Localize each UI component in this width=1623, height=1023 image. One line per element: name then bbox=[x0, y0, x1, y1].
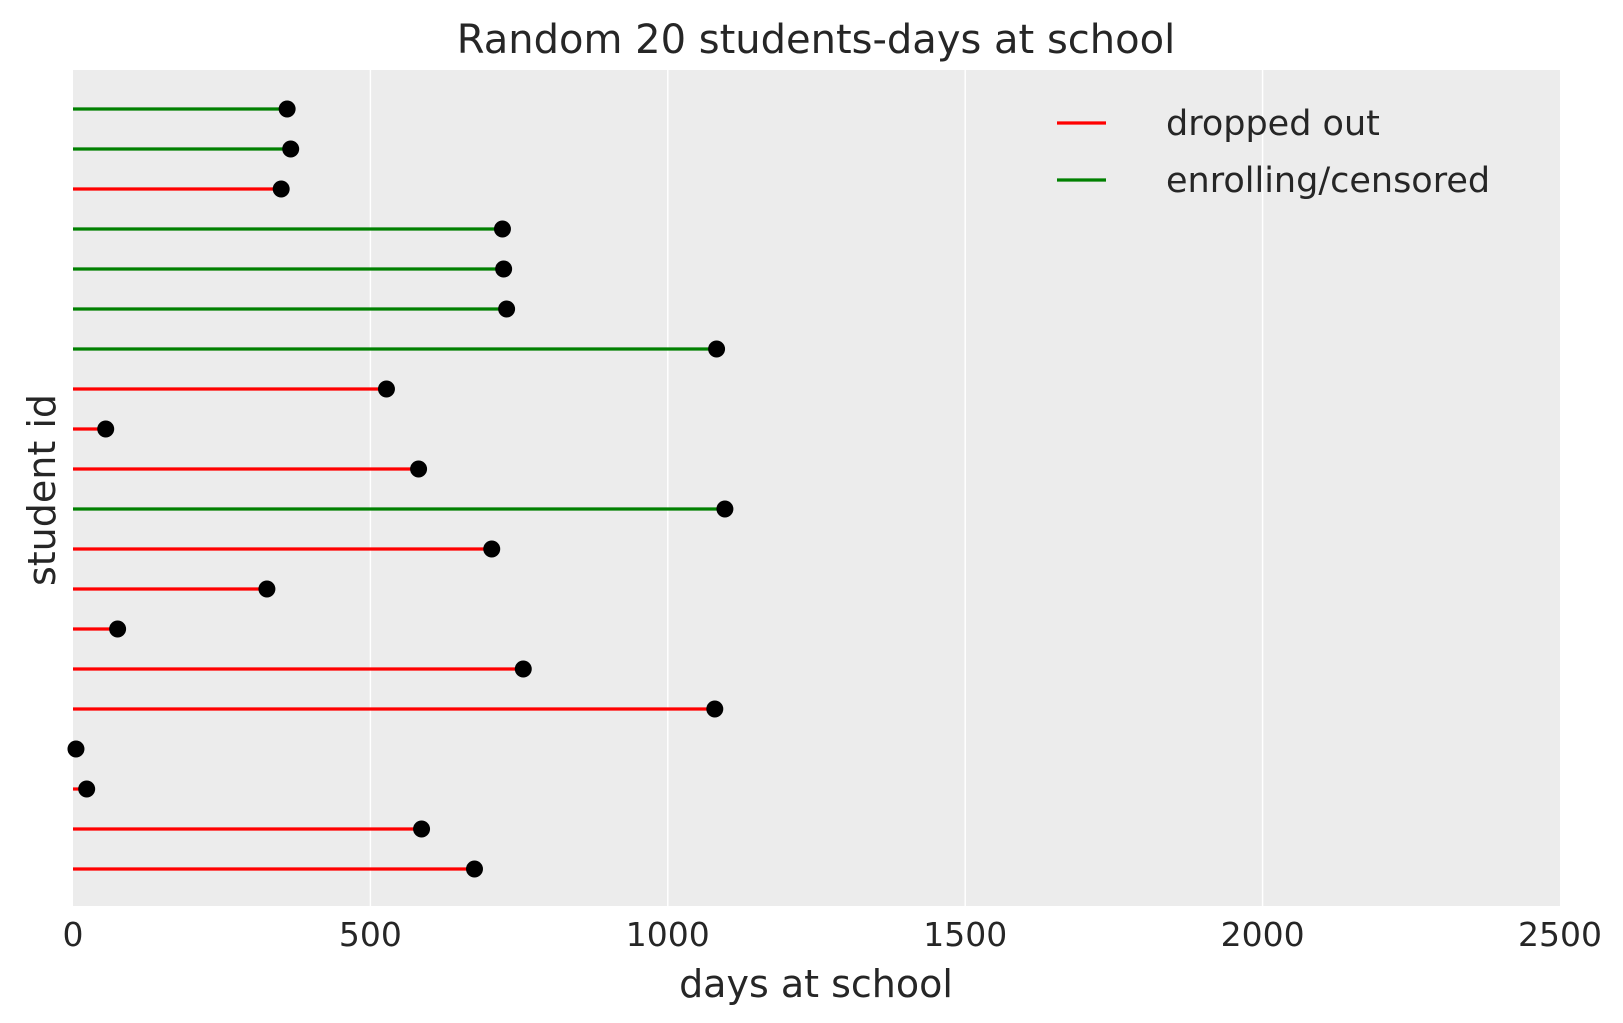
stems bbox=[73, 107, 725, 871]
student-marker bbox=[78, 780, 96, 798]
student-marker bbox=[278, 100, 296, 118]
x-tick-labels: 0 500 1000 1500 2000 2500 bbox=[63, 915, 1602, 954]
grid bbox=[369, 70, 1264, 906]
student-marker bbox=[493, 220, 511, 238]
x-tick-label: 2500 bbox=[1518, 915, 1602, 954]
student-marker bbox=[483, 540, 501, 558]
chart-title: Random 20 students-days at school bbox=[457, 17, 1175, 63]
plot-area bbox=[73, 70, 1560, 906]
student-marker bbox=[495, 260, 513, 278]
x-tick-label: 1500 bbox=[923, 915, 1007, 954]
markers bbox=[67, 100, 734, 878]
x-tick-label: 0 bbox=[63, 915, 84, 954]
student-marker bbox=[67, 740, 85, 758]
x-tick-label: 500 bbox=[339, 915, 402, 954]
student-marker bbox=[377, 380, 395, 398]
student-marker bbox=[498, 300, 516, 318]
legend: dropped out enrolling/censored bbox=[1057, 104, 1490, 201]
student-marker bbox=[410, 460, 428, 478]
y-axis-label: student id bbox=[20, 394, 64, 586]
student-marker bbox=[514, 660, 532, 678]
student-marker bbox=[258, 580, 276, 598]
student-marker bbox=[465, 860, 483, 878]
student-marker bbox=[413, 820, 431, 838]
student-marker bbox=[706, 700, 724, 718]
legend-label: dropped out bbox=[1166, 104, 1380, 144]
student-marker bbox=[109, 620, 127, 638]
student-marker bbox=[282, 140, 300, 158]
student-marker bbox=[97, 420, 115, 438]
legend-label: enrolling/censored bbox=[1166, 161, 1490, 201]
x-axis-label: days at school bbox=[679, 962, 953, 1006]
x-tick-label: 2000 bbox=[1221, 915, 1305, 954]
student-marker bbox=[272, 180, 290, 198]
student-marker bbox=[708, 340, 726, 358]
student-marker bbox=[716, 500, 734, 518]
x-tick-label: 1000 bbox=[626, 915, 710, 954]
